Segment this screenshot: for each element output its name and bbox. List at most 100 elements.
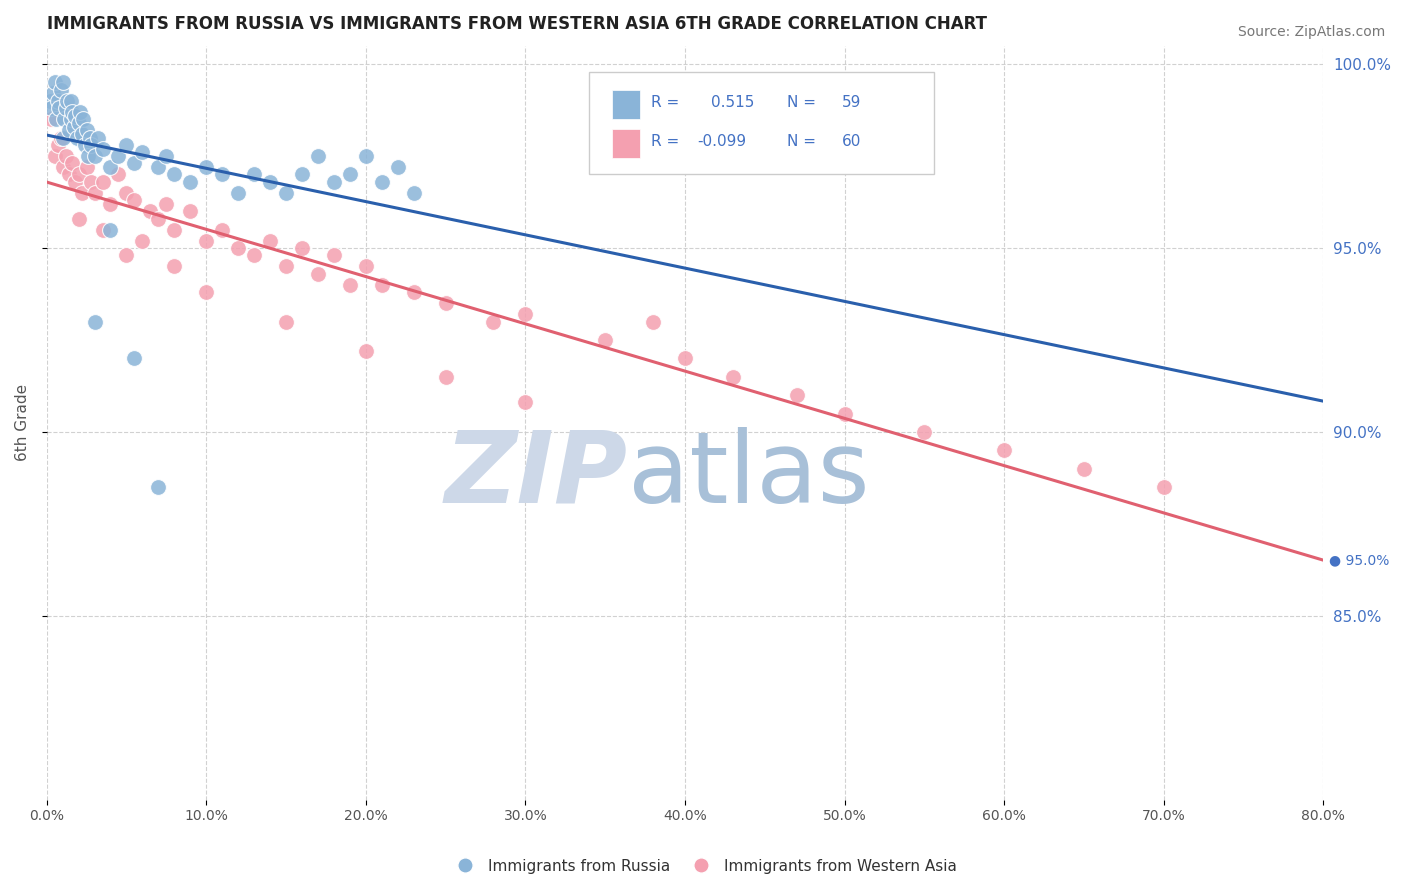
Point [76,160,98,174]
Point [786,388,808,402]
Text: R =: R = [651,95,683,110]
Point [211,222,233,236]
Point [163,222,186,236]
Point [274,260,297,274]
Text: ZIP: ZIP [444,427,627,524]
Point [179,204,201,219]
Text: IMMIGRANTS FROM RUSSIA VS IMMIGRANTS FROM WESTERN ASIA 6TH GRADE CORRELATION CHA: IMMIGRANTS FROM RUSSIA VS IMMIGRANTS FRO… [46,15,987,33]
Point [80,175,103,189]
Point [100,197,122,211]
Point [77,149,100,163]
Point [155,197,177,211]
Point [46,138,69,153]
Point [291,168,314,182]
Point [53,112,76,127]
Text: ● 95.0%: ● 95.0% [1329,553,1389,567]
Point [49,130,72,145]
Point [45,112,67,127]
Point [100,222,122,236]
Point [60,156,83,170]
Point [107,149,129,163]
Point [52,75,75,89]
Point [211,168,233,182]
Y-axis label: 6th Grade: 6th Grade [15,384,30,461]
Point [402,186,425,200]
Point [148,211,170,226]
Text: -0.099: -0.099 [697,134,747,149]
Point [131,234,153,248]
Text: 59: 59 [842,95,862,110]
Point [274,314,297,328]
Point [226,241,249,255]
Point [76,123,98,137]
Point [322,175,344,189]
Point [402,285,425,299]
Point [70,127,93,141]
Point [56,94,79,108]
Point [387,160,409,174]
Point [67,168,90,182]
Point [115,186,138,200]
FancyBboxPatch shape [589,72,934,174]
Point [307,267,329,281]
Point [73,138,96,153]
Point [41,101,63,115]
FancyBboxPatch shape [612,90,640,119]
Point [46,94,69,108]
Point [993,443,1015,458]
Point [834,407,856,421]
Point [259,175,281,189]
Point [139,204,162,219]
Point [55,149,77,163]
Point [195,285,218,299]
Text: 60: 60 [842,134,862,149]
Point [55,101,77,115]
Point [60,104,83,119]
Point [274,186,297,200]
FancyBboxPatch shape [612,129,640,158]
Point [44,75,66,89]
Point [354,260,377,274]
Point [163,260,186,274]
Point [322,248,344,262]
Point [70,186,93,200]
Point [912,425,935,439]
Point [65,175,87,189]
Point [721,369,744,384]
Point [131,145,153,160]
Point [354,343,377,358]
Point [42,87,65,101]
Point [91,222,114,236]
Point [339,168,361,182]
Point [58,168,80,182]
Point [515,307,537,321]
Point [259,234,281,248]
Point [1073,461,1095,475]
Point [52,130,75,145]
Point [482,314,505,328]
Point [83,186,105,200]
Point [44,149,66,163]
Point [107,168,129,182]
Point [79,130,101,145]
Point [59,112,82,127]
Point [67,116,90,130]
Point [155,149,177,163]
Text: Source: ZipAtlas.com: Source: ZipAtlas.com [1237,25,1385,39]
Point [307,149,329,163]
Point [124,156,146,170]
Point [226,186,249,200]
Point [83,149,105,163]
Point [67,211,90,226]
Point [1153,480,1175,494]
Point [58,123,80,137]
Point [41,112,63,127]
Point [65,109,87,123]
Point [115,138,138,153]
Point [115,248,138,262]
Point [179,175,201,189]
Point [641,314,664,328]
Point [243,248,266,262]
Point [91,142,114,156]
Point [673,351,696,366]
